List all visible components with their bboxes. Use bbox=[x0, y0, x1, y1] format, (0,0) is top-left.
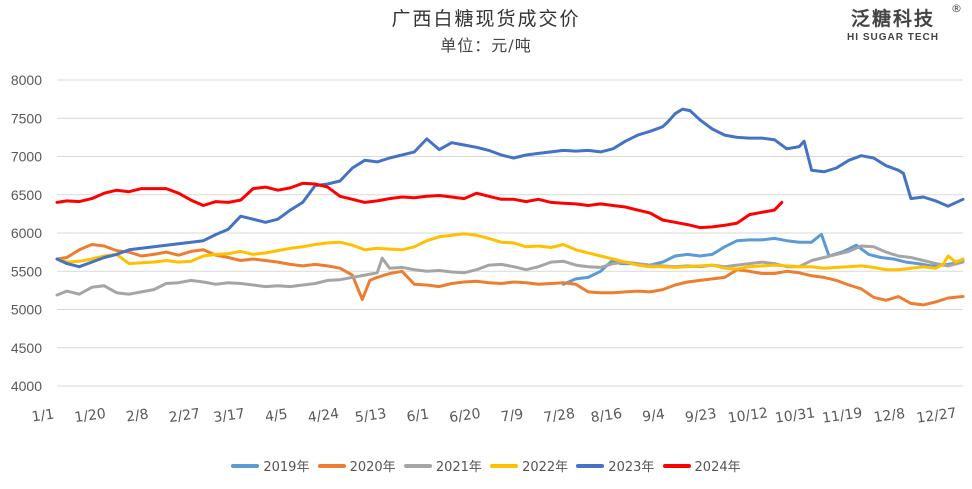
legend-swatch bbox=[231, 463, 260, 468]
y-tick-label: 8000 bbox=[11, 72, 42, 88]
x-axis-ticks: 1/1 1/20 2/8 2/27 3/17 4/5 4/24 5/13 6/1 6/20 7/9 7… bbox=[31, 405, 958, 426]
legend-swatch bbox=[317, 463, 346, 468]
x-tick-label: 9/4 bbox=[641, 406, 666, 425]
series-lines bbox=[55, 107, 965, 307]
legend-item-2024: 2024年 bbox=[662, 456, 741, 475]
y-tick-label: 6500 bbox=[11, 187, 42, 203]
legend: 2019年 2020年 2021年 2022年 2023年 2024年 bbox=[0, 456, 972, 475]
legend-label: 2020年 bbox=[349, 460, 396, 475]
x-tick-label: 8/16 bbox=[590, 406, 623, 426]
legend-swatch bbox=[662, 463, 691, 468]
chart-subtitle: 单位：元/吨 bbox=[440, 36, 532, 55]
x-tick-label: 7/28 bbox=[543, 406, 576, 426]
x-tick-label: 3/17 bbox=[212, 406, 245, 426]
x-tick-label: 7/9 bbox=[500, 407, 525, 426]
legend-swatch bbox=[403, 463, 432, 468]
legend-item-2019: 2019年 bbox=[231, 456, 309, 475]
legend-item-2022: 2022年 bbox=[490, 456, 568, 475]
x-tick-label: 10/31 bbox=[774, 405, 816, 426]
x-tick-label: 12/8 bbox=[873, 406, 906, 426]
x-tick-label: 1/1 bbox=[31, 407, 56, 426]
logo-chinese-text: 泛糖科技 bbox=[850, 8, 935, 30]
brand-logo: 泛糖科技 ® HI SUGAR TECH bbox=[828, 2, 962, 43]
legend-swatch bbox=[490, 463, 519, 468]
legend-label: 2024年 bbox=[694, 460, 741, 475]
chart-title: 广西白糖现货成交价 bbox=[391, 8, 581, 30]
y-tick-label: 5000 bbox=[11, 302, 42, 318]
y-tick-label: 5500 bbox=[11, 263, 42, 279]
series-line-2023 bbox=[55, 107, 965, 269]
y-tick-label: 4500 bbox=[11, 340, 42, 356]
logo-english-text: HI SUGAR TECH bbox=[847, 32, 939, 43]
legend-label: 2022年 bbox=[522, 460, 569, 475]
x-tick-label: 2/27 bbox=[168, 406, 201, 426]
series-line-2019 bbox=[561, 233, 965, 286]
y-tick-label: 7000 bbox=[11, 149, 42, 165]
legend-label: 2023年 bbox=[608, 460, 655, 475]
y-tick-label: 7500 bbox=[11, 110, 42, 126]
y-tick-label: 4000 bbox=[11, 378, 42, 394]
series-line-2021 bbox=[55, 244, 965, 297]
series-line-2024 bbox=[55, 181, 784, 230]
legend-item-2023: 2023年 bbox=[576, 456, 654, 475]
x-tick-label: 4/24 bbox=[307, 406, 340, 426]
y-axis-ticks: 4000 4500 5000 5500 6000 6500 7000 7500 8000 bbox=[11, 72, 42, 394]
legend-label: 2021年 bbox=[435, 460, 482, 475]
y-tick-label: 6000 bbox=[11, 225, 42, 241]
x-tick-label: 12/27 bbox=[915, 405, 957, 426]
x-tick-label: 6/1 bbox=[406, 407, 431, 426]
x-tick-label: 2/8 bbox=[125, 407, 150, 426]
x-tick-label: 9/23 bbox=[684, 406, 717, 426]
x-tick-label: 5/13 bbox=[354, 406, 387, 426]
legend-swatch bbox=[576, 463, 605, 468]
x-tick-label: 4/5 bbox=[264, 407, 289, 426]
x-tick-label: 1/20 bbox=[73, 406, 106, 426]
registered-mark-icon: ® bbox=[951, 2, 962, 15]
series-line-2020 bbox=[55, 243, 965, 307]
x-tick-label: 10/12 bbox=[727, 405, 769, 426]
x-tick-label: 6/20 bbox=[448, 406, 481, 426]
legend-label: 2019年 bbox=[263, 460, 310, 475]
gridlines bbox=[57, 79, 963, 387]
legend-item-2021: 2021年 bbox=[403, 456, 482, 475]
x-tick-label: 11/19 bbox=[821, 405, 863, 426]
series-line-2022 bbox=[55, 232, 965, 272]
legend-item-2020: 2020年 bbox=[317, 456, 396, 475]
